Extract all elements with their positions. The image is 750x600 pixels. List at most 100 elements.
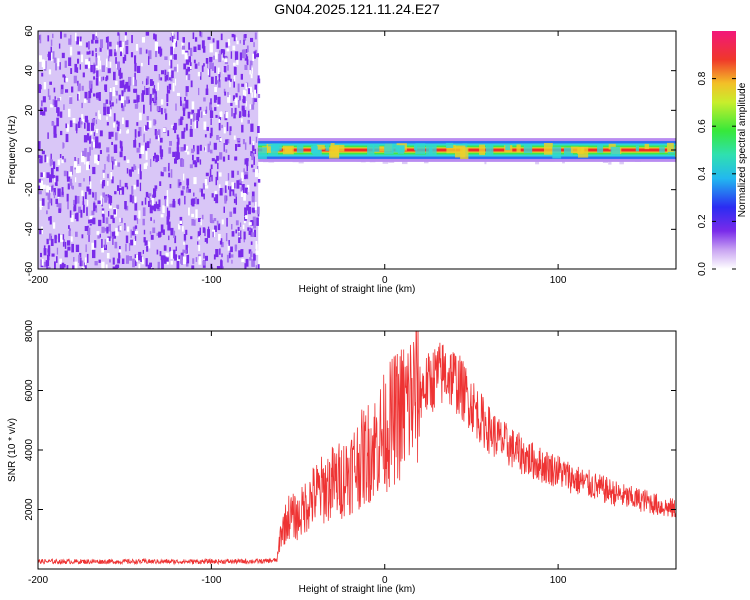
noise-cell [194, 63, 198, 69]
noise-cell [98, 259, 101, 263]
noise-cell [211, 266, 213, 269]
noise-cell [178, 255, 181, 260]
noise-cell [150, 79, 153, 86]
y-tick-label: -20 [24, 182, 35, 197]
noise-cell [74, 261, 78, 269]
noise-cell [177, 64, 179, 73]
noise-cell [123, 85, 126, 93]
noise-cell [82, 118, 86, 122]
noise-cell [124, 33, 127, 41]
noise-cell [206, 238, 208, 244]
noise-cell [83, 98, 87, 103]
noise-cell [74, 63, 78, 73]
noise-cell [226, 139, 230, 144]
noise-cell [249, 257, 252, 261]
noise-cell [153, 219, 155, 224]
noise-cell [71, 243, 74, 253]
noise-cell [174, 254, 177, 261]
noise-cell [151, 197, 154, 206]
noise-cell [73, 257, 75, 262]
noise-cell [231, 182, 235, 190]
noise-cell [245, 158, 249, 162]
noise-cell [166, 260, 169, 265]
band-blob [391, 145, 399, 153]
noise-cell [165, 257, 169, 262]
noise-cell [61, 159, 64, 164]
noise-cell [125, 120, 129, 128]
noise-cell [100, 39, 103, 49]
noise-cell [52, 99, 56, 106]
noise-cell [77, 92, 80, 100]
noise-cell [86, 122, 90, 131]
noise-cell [194, 197, 197, 204]
noise-cell [194, 120, 196, 129]
noise-cell [113, 71, 116, 81]
noise-cell [182, 256, 186, 265]
noise-cell [77, 121, 80, 128]
noise-cell [134, 238, 136, 246]
noise-cell [186, 186, 190, 193]
noise-cell [47, 193, 51, 200]
band-blob [608, 143, 616, 150]
noise-cell [57, 159, 61, 166]
noise-cell [202, 46, 206, 53]
noise-cell [109, 100, 112, 105]
noise-cell [206, 126, 209, 131]
noise-cell [246, 45, 249, 53]
noise-cell [133, 140, 137, 148]
noise-cell [255, 136, 258, 143]
band-blob [296, 145, 304, 153]
noise-cell [132, 195, 134, 204]
noise-cell [63, 170, 67, 177]
noise-cell [83, 178, 85, 182]
noise-cell [247, 206, 251, 215]
noise-cell [157, 82, 159, 91]
noise-cell [88, 41, 90, 50]
noise-cell [160, 171, 163, 177]
noise-cell [149, 138, 151, 144]
noise-speckle [38, 31, 261, 269]
noise-cell [129, 256, 132, 261]
noise-cell [78, 117, 82, 124]
noise-cell [249, 60, 253, 66]
noise-cell [132, 258, 135, 268]
noise-cell [166, 197, 169, 207]
noise-cell [220, 49, 224, 55]
noise-cell [251, 191, 255, 198]
noise-cell [222, 66, 225, 74]
noise-cell [101, 226, 105, 233]
noise-cell [81, 154, 85, 163]
noise-cell [191, 265, 195, 269]
noise-cell [168, 60, 172, 66]
noise-cell [42, 172, 45, 178]
noise-cell [96, 70, 99, 78]
noise-cell [166, 207, 169, 216]
noise-cell [256, 206, 260, 215]
noise-cell [66, 124, 69, 132]
noise-cell [185, 86, 189, 92]
noise-cell [58, 203, 62, 212]
band-blob [330, 145, 339, 157]
noise-cell [109, 197, 112, 206]
noise-cell [95, 136, 99, 143]
noise-cell [153, 33, 156, 40]
noise-cell [105, 36, 108, 43]
noise-cell [48, 190, 51, 195]
noise-cell [209, 141, 211, 146]
noise-cell [115, 90, 118, 96]
noise-cell [50, 153, 52, 161]
noise-cell [254, 229, 256, 237]
noise-cell [231, 259, 233, 264]
noise-cell [183, 144, 186, 151]
noise-cell [146, 245, 149, 252]
noise-cell [235, 144, 238, 151]
noise-cell [102, 214, 105, 223]
noise-cell [143, 229, 146, 235]
noise-cell [196, 121, 199, 129]
noise-cell [251, 104, 255, 110]
noise-cell [62, 234, 65, 240]
noise-cell [225, 149, 228, 153]
noise-cell [169, 37, 172, 41]
noise-cell [104, 84, 108, 92]
noise-cell [77, 93, 79, 101]
